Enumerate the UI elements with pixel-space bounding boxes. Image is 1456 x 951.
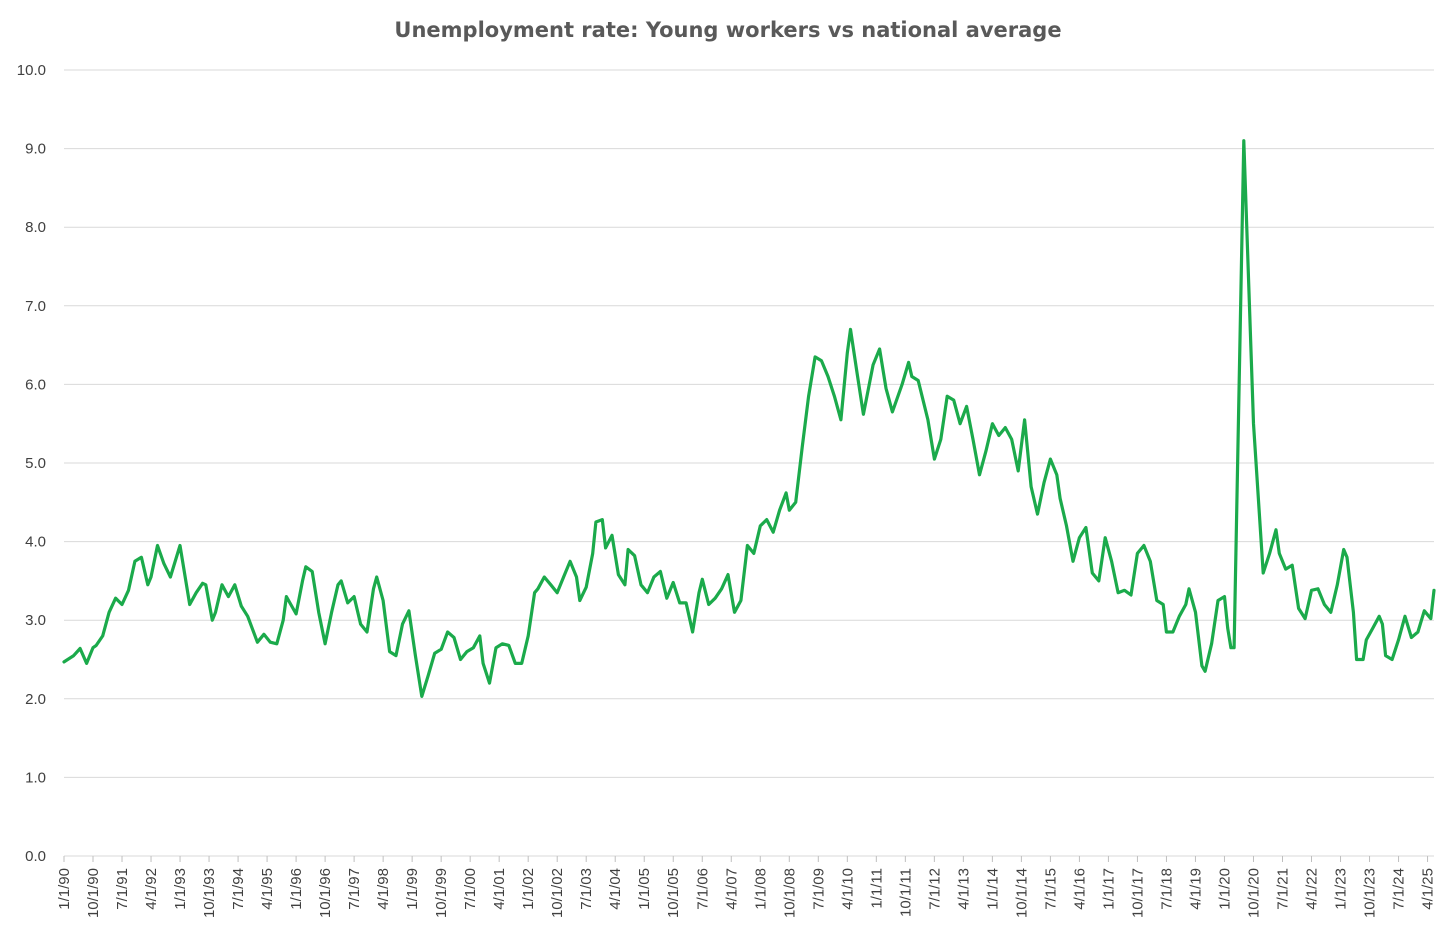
x-tick-label: 1/1/23 — [1333, 868, 1350, 910]
x-axis-labels: 1/1/90 10/1/90 7/1/91 4/1/92 1/1/93 10/1/93 7/… — [56, 868, 1437, 918]
x-tick-label: 10/1/02 — [549, 868, 566, 918]
y-tick-label: 5.0 — [25, 455, 46, 472]
x-tick-label: 1/1/20 — [1216, 868, 1233, 910]
x-tick-label: 7/1/12 — [926, 868, 943, 910]
x-tick-label: 1/1/05 — [636, 868, 653, 910]
x-tick-label: 4/1/98 — [375, 868, 392, 910]
x-tick-label: 10/1/23 — [1362, 868, 1379, 918]
x-tick-label: 7/1/09 — [810, 868, 827, 910]
x-tick-label: 4/1/07 — [723, 868, 740, 910]
x-tick-label: 10/1/99 — [433, 868, 450, 918]
x-tick-label: 10/1/20 — [1245, 868, 1262, 918]
x-tick-label: 10/1/90 — [85, 868, 102, 918]
y-tick-label: 0.0 — [25, 848, 46, 865]
x-tick-label: 1/1/14 — [984, 868, 1001, 910]
x-tick-label: 7/1/06 — [694, 868, 711, 910]
x-tick-label: 7/1/00 — [462, 868, 479, 910]
y-tick-label: 10.0 — [17, 62, 46, 79]
x-tick-label: 10/1/17 — [1129, 868, 1146, 918]
x-tick-label: 1/1/93 — [172, 868, 189, 910]
x-tick-label: 4/1/92 — [143, 868, 160, 910]
y-tick-label: 2.0 — [25, 691, 46, 708]
y-axis: 0.0 1.0 2.0 3.0 4.0 5.0 6.0 7.0 8.0 9.0 10.0 — [17, 62, 46, 865]
y-tick-label: 3.0 — [25, 612, 46, 629]
x-tick-label: 1/1/90 — [56, 868, 73, 910]
x-tick-label: 1/1/96 — [288, 868, 305, 910]
y-tick-label: 9.0 — [25, 141, 46, 158]
x-tick-label: 4/1/95 — [259, 868, 276, 910]
y-tick-label: 7.0 — [25, 298, 46, 315]
x-tick-label: 4/1/01 — [491, 868, 508, 910]
y-tick-label: 1.0 — [25, 769, 46, 786]
x-tick-label: 4/1/25 — [1420, 868, 1437, 910]
x-axis — [63, 855, 1434, 862]
x-tick-label: 7/1/94 — [230, 868, 247, 910]
x-tick-label: 10/1/11 — [897, 868, 914, 917]
x-tick-label: 10/1/96 — [317, 868, 334, 918]
gridlines — [64, 69, 1434, 778]
x-tick-label: 1/1/08 — [752, 868, 769, 910]
x-tick-label: 10/1/14 — [1013, 868, 1030, 918]
chart-title: Unemployment rate: Young workers vs nati… — [394, 18, 1062, 42]
x-tick-label: 10/1/93 — [201, 868, 218, 918]
x-tick-label: 4/1/22 — [1304, 868, 1321, 910]
series-layer — [62, 139, 1436, 698]
y-tick-label: 4.0 — [25, 534, 46, 551]
x-tick-label: 4/1/13 — [955, 868, 972, 910]
x-tick-label: 4/1/04 — [607, 868, 624, 910]
x-tick-label: 7/1/91 — [114, 868, 131, 910]
x-tick-label: 7/1/03 — [578, 868, 595, 910]
y-tick-label: 6.0 — [25, 376, 46, 393]
x-tick-label: 7/1/18 — [1158, 868, 1175, 910]
x-tick-label: 4/1/19 — [1187, 868, 1204, 910]
x-tick-label: 7/1/15 — [1042, 868, 1059, 910]
x-tick-label: 10/1/05 — [665, 868, 682, 918]
x-tick-label: 1/1/02 — [520, 868, 537, 910]
x-tick-label: 7/1/21 — [1274, 868, 1291, 910]
x-tick-label: 7/1/97 — [346, 868, 363, 910]
y-tick-label: 8.0 — [25, 219, 46, 236]
x-tick-label: 7/1/24 — [1391, 868, 1408, 910]
x-tick-label: 10/1/08 — [781, 868, 798, 918]
x-tick-label: 1/1/11 — [868, 868, 885, 909]
series-line — [62, 139, 1436, 698]
x-tick-label: 4/1/16 — [1071, 868, 1088, 910]
x-tick-label: 1/1/17 — [1100, 868, 1117, 910]
x-tick-label: 4/1/10 — [839, 868, 856, 910]
x-tick-label: 1/1/99 — [404, 868, 421, 910]
